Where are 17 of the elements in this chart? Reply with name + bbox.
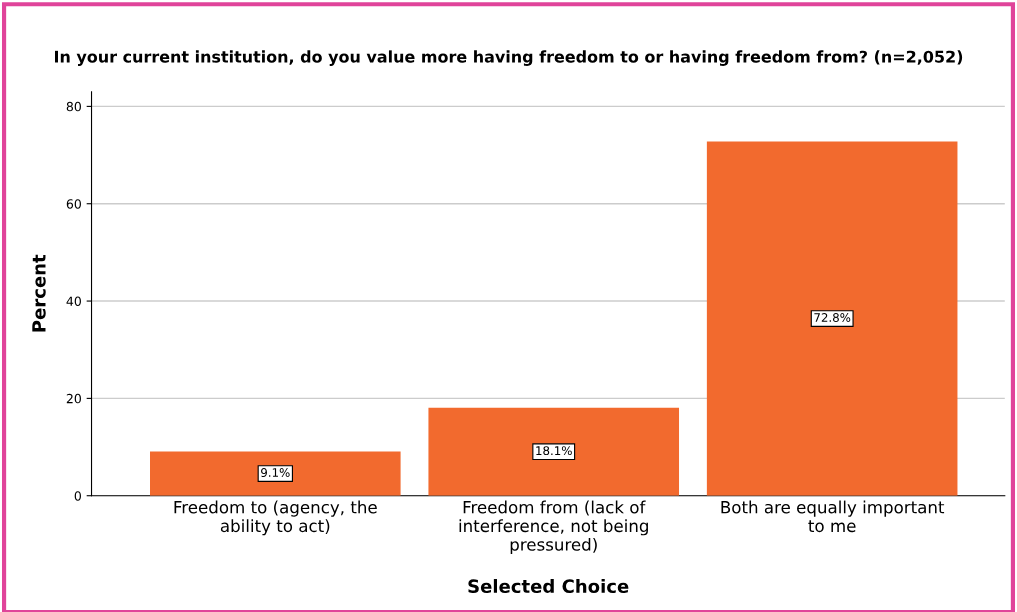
y-tick-label: 80 [66,101,81,112]
x-axis-title: Selected Choice [468,579,629,594]
x-tick-label: Both are equally important to me [721,500,945,533]
y-tick-label: 40 [66,296,81,306]
x-tick-label: Freedom from (lack of interference, not being pressured) [459,500,648,555]
data-label: 72.8% [814,313,851,322]
y-tick-label: 60 [66,199,81,209]
y-tick-label: 0 [74,491,81,501]
chart-title: In your current institution, do you value more having freedom to or having freedom from? (n=2,052) [55,50,963,66]
y-tick-label: 20 [66,393,81,404]
y-axis-title: Percent [32,254,46,332]
bar [428,407,680,496]
data-label: 18.1% [536,446,572,456]
bar [150,451,401,496]
x-tick-label: Freedom to (agency, the ability to act) [174,500,377,536]
data-label: 9.1% [261,468,290,477]
bar [706,141,958,496]
